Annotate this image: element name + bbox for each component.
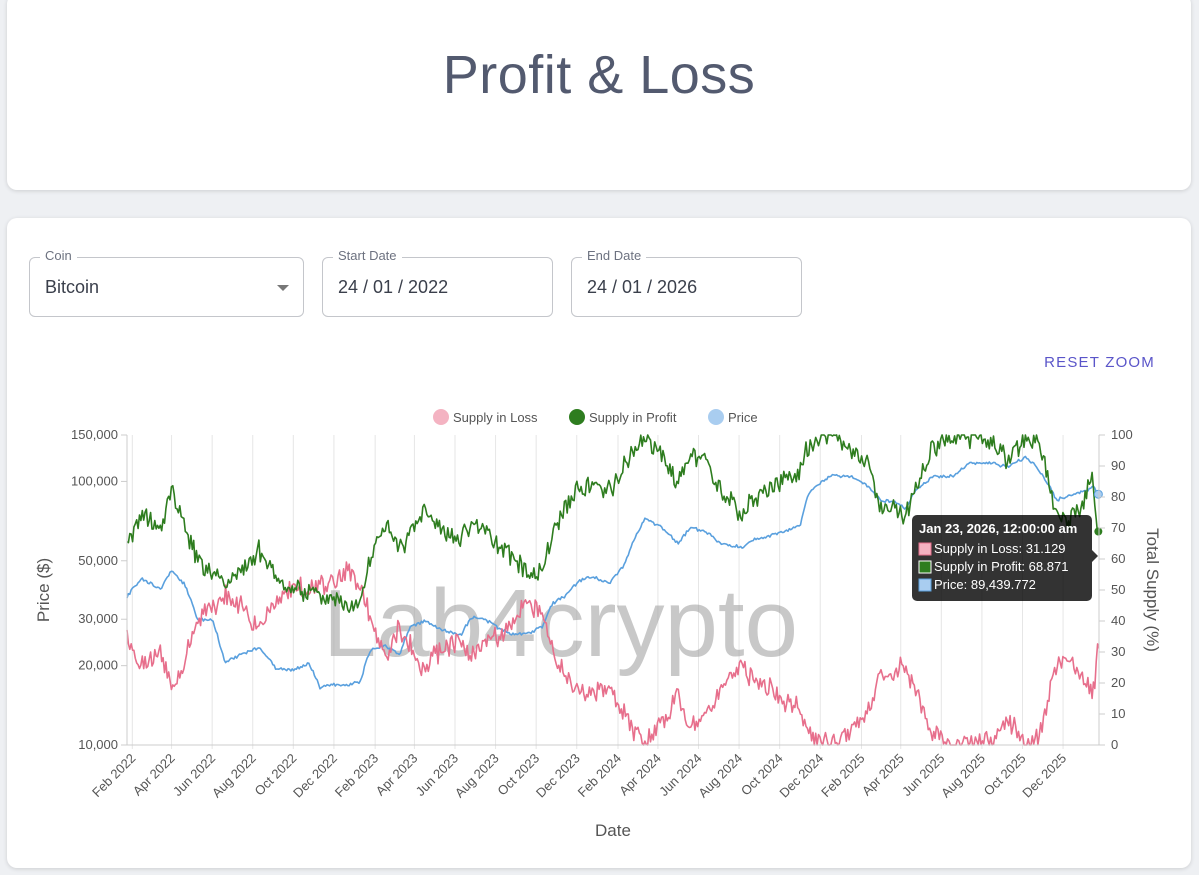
x-tick-label: Apr 2022	[130, 751, 178, 799]
y-left-tick-label: 50,000	[78, 553, 118, 568]
tooltip-swatch	[918, 542, 932, 556]
title-card: Profit & Loss	[7, 0, 1191, 190]
tooltip-caret	[1092, 550, 1098, 562]
series-line-supply-in-profit	[126, 434, 1100, 613]
x-tick-label: Feb 2023	[332, 751, 381, 800]
coin-label: Coin	[40, 248, 77, 263]
legend-swatch	[569, 409, 585, 425]
x-axis-title: Date	[595, 821, 631, 840]
y-right-tick-label: 10	[1111, 706, 1125, 721]
coin-value: Bitcoin	[45, 277, 100, 297]
y-left-tick-label: 150,000	[71, 427, 118, 442]
x-tick-label: Feb 2025	[818, 751, 867, 800]
y-left-tick-label: 20,000	[78, 658, 118, 673]
y-right-tick-label: 90	[1111, 458, 1125, 473]
tooltip-box	[912, 515, 1092, 601]
y-right-tick-label: 100	[1111, 427, 1133, 442]
y-left-tick-label: 100,000	[71, 473, 118, 488]
legend-label[interactable]: Supply in Loss	[453, 410, 538, 425]
x-tick-label: Dec 2024	[776, 751, 826, 801]
legend-label[interactable]: Price	[728, 410, 758, 425]
dropdown-arrow-icon[interactable]	[277, 285, 289, 291]
x-tick-label: Aug 2022	[209, 751, 259, 801]
x-tick-label: Aug 2024	[695, 751, 745, 801]
tooltip: Jan 23, 2026, 12:00:00 am Supply in Loss:…	[912, 515, 1098, 601]
x-tick-label: Dec 2025	[1019, 751, 1069, 801]
profit-hover-point	[1094, 527, 1103, 536]
tooltip-line: Price: 89,439.772	[934, 577, 1036, 592]
tooltip-line: Supply in Loss: 31.129	[934, 541, 1066, 556]
end-date-field[interactable]: End Date 24 / 01 / 2026	[571, 248, 802, 317]
legend-swatch	[708, 409, 724, 425]
reset-zoom-button[interactable]: RESET ZOOM	[1044, 354, 1155, 371]
page-title: Profit & Loss	[442, 45, 756, 105]
y-left-tick-label: 30,000	[78, 611, 118, 626]
x-tick-label: Feb 2024	[575, 751, 624, 800]
y-right-tick-label: 20	[1111, 675, 1125, 690]
start-date-value[interactable]: 24 / 01 / 2022	[338, 277, 449, 297]
x-tick-label: Aug 2023	[452, 751, 502, 801]
y-left-axis-title: Price ($)	[34, 558, 53, 622]
y-right-tick-label: 60	[1111, 551, 1125, 566]
tooltip-line: Supply in Profit: 68.871	[934, 559, 1068, 574]
y-right-tick-label: 80	[1111, 489, 1125, 504]
series-lines	[126, 434, 1103, 746]
chart-card: Coin Bitcoin Start Date 24 / 01 / 2022 E…	[7, 218, 1191, 868]
coin-select[interactable]: Coin Bitcoin	[29, 248, 304, 317]
x-tick-label: Apr 2024	[616, 751, 664, 799]
tooltip-title: Jan 23, 2026, 12:00:00 am	[919, 521, 1077, 536]
y-right-tick-label: 70	[1111, 520, 1125, 535]
watermark-text: Lab4crypto	[323, 570, 798, 677]
x-tick-label: Apr 2023	[373, 751, 421, 799]
end-date-label: End Date	[582, 248, 647, 263]
y-right-tick-label: 50	[1111, 582, 1125, 597]
price-hover-point	[1093, 489, 1103, 499]
legend[interactable]: Supply in Loss Supply in Profit Price	[433, 409, 758, 425]
x-tick-label: Feb 2022	[89, 751, 138, 800]
tooltip-swatch	[918, 560, 932, 574]
y-right-axis-title: Total Supply (%)	[1143, 528, 1162, 652]
x-tick-label: Dec 2022	[290, 751, 340, 801]
y-right-tick-label: 30	[1111, 644, 1125, 659]
series-line-price	[126, 455, 1100, 690]
x-tick-label: Aug 2025	[938, 751, 988, 801]
y-right-tick-label: 40	[1111, 613, 1125, 628]
x-tick-label: Apr 2025	[859, 751, 907, 799]
legend-swatch	[433, 409, 449, 425]
y-left-tick-label: 10,000	[78, 737, 118, 752]
end-date-value[interactable]: 24 / 01 / 2026	[587, 277, 698, 297]
start-date-field[interactable]: Start Date 24 / 01 / 2022	[322, 248, 553, 317]
y-right-tick-label: 0	[1111, 737, 1118, 752]
start-date-label: Start Date	[333, 248, 402, 263]
legend-label[interactable]: Supply in Profit	[589, 410, 677, 425]
tooltip-swatch	[918, 578, 932, 592]
x-tick-label: Dec 2023	[533, 751, 583, 801]
